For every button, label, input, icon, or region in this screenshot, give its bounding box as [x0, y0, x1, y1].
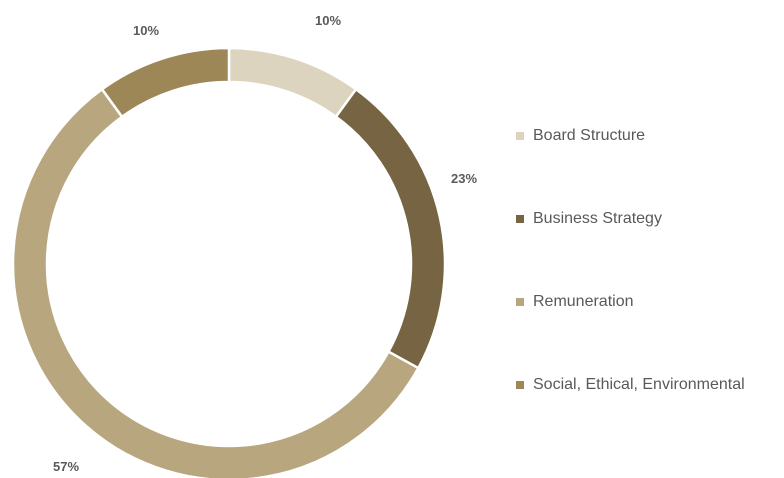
- data-label: 10%: [133, 23, 159, 38]
- legend-item-board-structure: Board Structure: [516, 126, 745, 146]
- donut-slice-board-structure: [227, 46, 358, 119]
- legend-label: Board Structure: [533, 127, 646, 144]
- legend-item-remuneration: Remuneration: [516, 292, 745, 312]
- data-label: 10%: [315, 13, 341, 28]
- legend-swatch: [516, 381, 524, 389]
- legend-label: Remuneration: [533, 293, 634, 310]
- legend-swatch: [516, 132, 524, 140]
- donut-slice-social-ethical-environmental: [100, 46, 231, 119]
- data-label: 23%: [451, 171, 477, 186]
- donut-slices: [11, 46, 447, 478]
- legend-swatch: [516, 298, 524, 306]
- data-labels: 10% 23% 57% 10%: [53, 13, 477, 474]
- legend-item-social-ethical-environmental: Social, Ethical, Environmental: [516, 375, 745, 395]
- legend-label: Social, Ethical, Environmental: [533, 376, 745, 393]
- legend-label: Business Strategy: [533, 210, 662, 227]
- legend-swatch: [516, 215, 524, 223]
- data-label: 57%: [53, 459, 79, 474]
- legend-item-business-strategy: Business Strategy: [516, 209, 745, 229]
- legend: Board Structure Business Strategy Remune…: [516, 126, 745, 458]
- donut-slice-business-strategy: [334, 87, 447, 370]
- donut-slice-remuneration: [11, 87, 420, 478]
